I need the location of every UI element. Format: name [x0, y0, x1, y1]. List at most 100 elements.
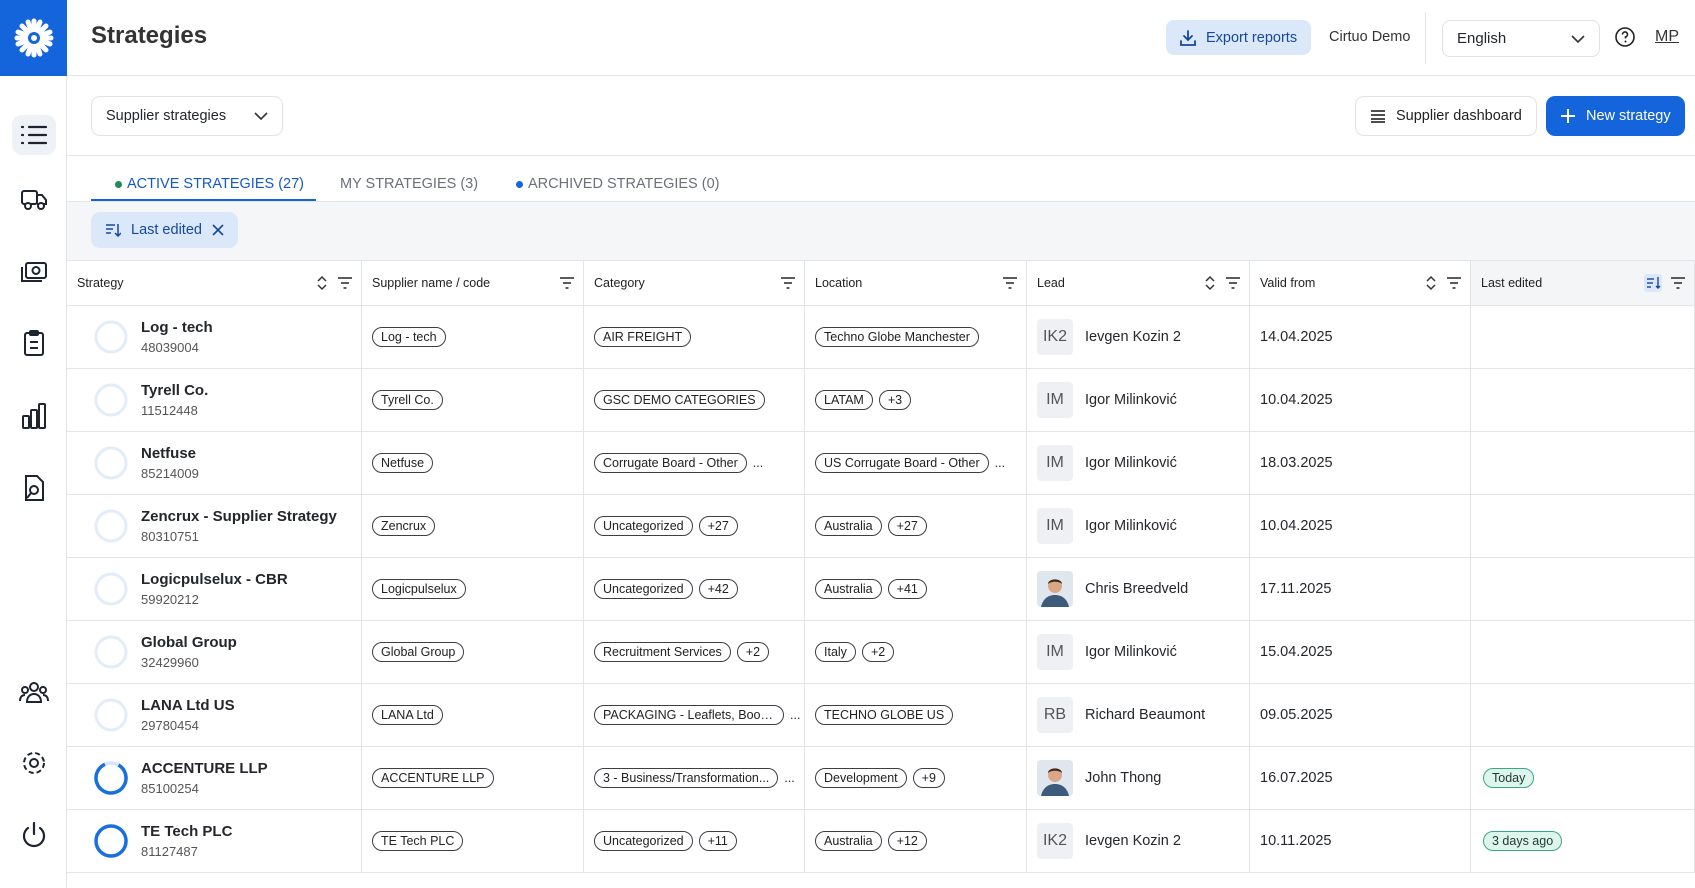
strategy-name[interactable]: Logicpulselux - CBR — [141, 571, 288, 588]
cell: LANA Ltd US 29780454 — [67, 684, 362, 746]
strategy-name[interactable]: Global Group — [141, 634, 237, 651]
sort-button[interactable] — [1424, 275, 1438, 291]
tag: +42 — [698, 579, 738, 599]
column-label: Strategy — [77, 276, 124, 290]
nav-strategies[interactable] — [12, 115, 56, 155]
label: Last edited — [131, 222, 202, 238]
tag: Uncategorized — [594, 831, 693, 851]
cell: 10.11.2025 — [1250, 810, 1471, 872]
tag: Recruitment Services — [594, 642, 731, 662]
cell: Uncategorized +27 — [584, 495, 805, 557]
strategy-name[interactable]: Netfuse — [141, 445, 197, 462]
filter-button[interactable] — [1446, 275, 1462, 291]
avatar — [1037, 760, 1073, 796]
logo[interactable] — [0, 0, 67, 76]
help-button[interactable] — [1613, 25, 1637, 49]
filter-button[interactable] — [1225, 275, 1241, 291]
sort-button[interactable] — [1644, 274, 1662, 292]
table-row[interactable]: ACCENTURE LLP 85100254 ACCENTURE LLP 3 - Bu… — [67, 747, 1695, 810]
tag: +27 — [887, 516, 927, 536]
cell: Tyrell Co. — [362, 369, 584, 431]
progress-ring — [94, 761, 128, 795]
filter-button[interactable] — [559, 275, 575, 291]
cell: Logicpulselux — [362, 558, 584, 620]
view-select[interactable]: Supplier strategies — [91, 96, 283, 136]
icon — [19, 682, 49, 703]
strategy-name[interactable]: Tyrell Co. — [141, 382, 209, 399]
cell: Netfuse — [362, 432, 584, 494]
cell: Zencrux - Supplier Strategy 80310751 — [67, 495, 362, 557]
cell: IM Igor Milinković — [1027, 621, 1250, 683]
tag: +41 — [887, 579, 927, 599]
new-strategy-button[interactable]: New strategy — [1546, 96, 1685, 136]
nav-tasks[interactable] — [12, 323, 56, 363]
cell: Australia +27 — [805, 495, 1027, 557]
cell: Today — [1471, 747, 1695, 809]
cell: US Corrugate Board - Other... — [805, 432, 1027, 494]
lead-name: Igor Milinković — [1085, 644, 1177, 660]
cell: 15.04.2025 — [1250, 621, 1471, 683]
status-dot — [115, 180, 122, 188]
progress-ring — [94, 383, 128, 417]
tag: Development — [815, 768, 907, 788]
strategy-info: LANA Ltd US 29780454 — [141, 697, 235, 733]
logo-mark — [14, 18, 53, 58]
table-row[interactable]: Logicpulselux - CBR 59920212 Logicpulselux… — [67, 558, 1695, 621]
sort-button[interactable] — [1203, 275, 1217, 291]
icon — [21, 190, 47, 210]
table-row[interactable]: Zencrux - Supplier Strategy 80310751 Zencr… — [67, 495, 1695, 558]
progress-ring — [94, 320, 128, 354]
tab[interactable]: ARCHIVED STRATEGIES (0) — [516, 176, 719, 192]
filter-button[interactable] — [780, 275, 796, 291]
valid-from: 16.07.2025 — [1260, 770, 1333, 786]
dashboard-button[interactable]: Supplier dashboard — [1355, 96, 1537, 136]
cell — [1471, 558, 1695, 620]
icon — [25, 475, 44, 501]
nav-team[interactable] — [12, 672, 56, 712]
table-row[interactable]: TE Tech PLC 81127487 TE Tech PLC Uncategori… — [67, 810, 1695, 873]
tag: LANA Ltd — [372, 705, 443, 725]
strategy-name[interactable]: LANA Ltd US — [141, 697, 235, 714]
strategy-name[interactable]: TE Tech PLC — [141, 823, 233, 840]
nav-settings[interactable] — [12, 743, 56, 783]
icon — [20, 125, 48, 145]
strategy-name[interactable]: Log - tech — [141, 319, 213, 336]
icon — [23, 752, 45, 774]
remove-chip[interactable] — [212, 224, 224, 236]
lead-name: Ievgen Kozin 2 — [1085, 833, 1181, 849]
table-row[interactable]: Global Group 32429960 Global Group Recruitm… — [67, 621, 1695, 684]
tag: +12 — [887, 831, 927, 851]
tab[interactable]: MY STRATEGIES (3) — [340, 176, 478, 192]
tag: +2 — [861, 642, 895, 662]
filter-bar — [67, 202, 1695, 260]
user-menu[interactable]: MP — [1655, 28, 1679, 45]
export-button[interactable]: Export reports — [1166, 20, 1312, 55]
nav-analytics[interactable] — [12, 396, 56, 436]
table-row[interactable]: LANA Ltd US 29780454 LANA Ltd PACKAGING - L… — [67, 684, 1695, 747]
column-label: Location — [815, 276, 863, 290]
cell: IM Igor Milinković — [1027, 495, 1250, 557]
filter-button[interactable] — [1002, 275, 1018, 291]
valid-from: 17.11.2025 — [1260, 581, 1332, 597]
table-row[interactable]: Netfuse 85214009 Netfuse Corrugate Board - … — [67, 432, 1695, 495]
table-row[interactable]: Tyrell Co. 11512448 Tyrell Co. GSC DEMO CAT… — [67, 369, 1695, 432]
sort-chip[interactable]: Last edited — [91, 212, 238, 248]
nav-logout[interactable] — [12, 815, 56, 855]
strategy-name[interactable]: ACCENTURE LLP — [141, 760, 268, 777]
table-row[interactable]: Log - tech 48039004 Log - tech AIR FREIGHT T… — [67, 306, 1695, 369]
sort-button[interactable] — [315, 275, 329, 291]
nav-money[interactable] — [12, 250, 56, 290]
filter-button[interactable] — [1670, 275, 1686, 291]
cell: 3 - Business/Transformation...... — [584, 747, 805, 809]
language-select[interactable]: English — [1442, 20, 1600, 57]
nav-suppliers[interactable] — [12, 179, 56, 219]
tag: Italy — [815, 642, 856, 662]
strategy-name[interactable]: Zencrux - Supplier Strategy — [141, 508, 337, 525]
tab[interactable]: ACTIVE STRATEGIES (27) — [115, 176, 304, 192]
nav-search-docs[interactable] — [12, 468, 56, 508]
progress-ring — [94, 635, 128, 669]
column-tools — [315, 275, 353, 291]
filter-button[interactable] — [337, 275, 353, 291]
tag: TE Tech PLC — [372, 831, 464, 851]
